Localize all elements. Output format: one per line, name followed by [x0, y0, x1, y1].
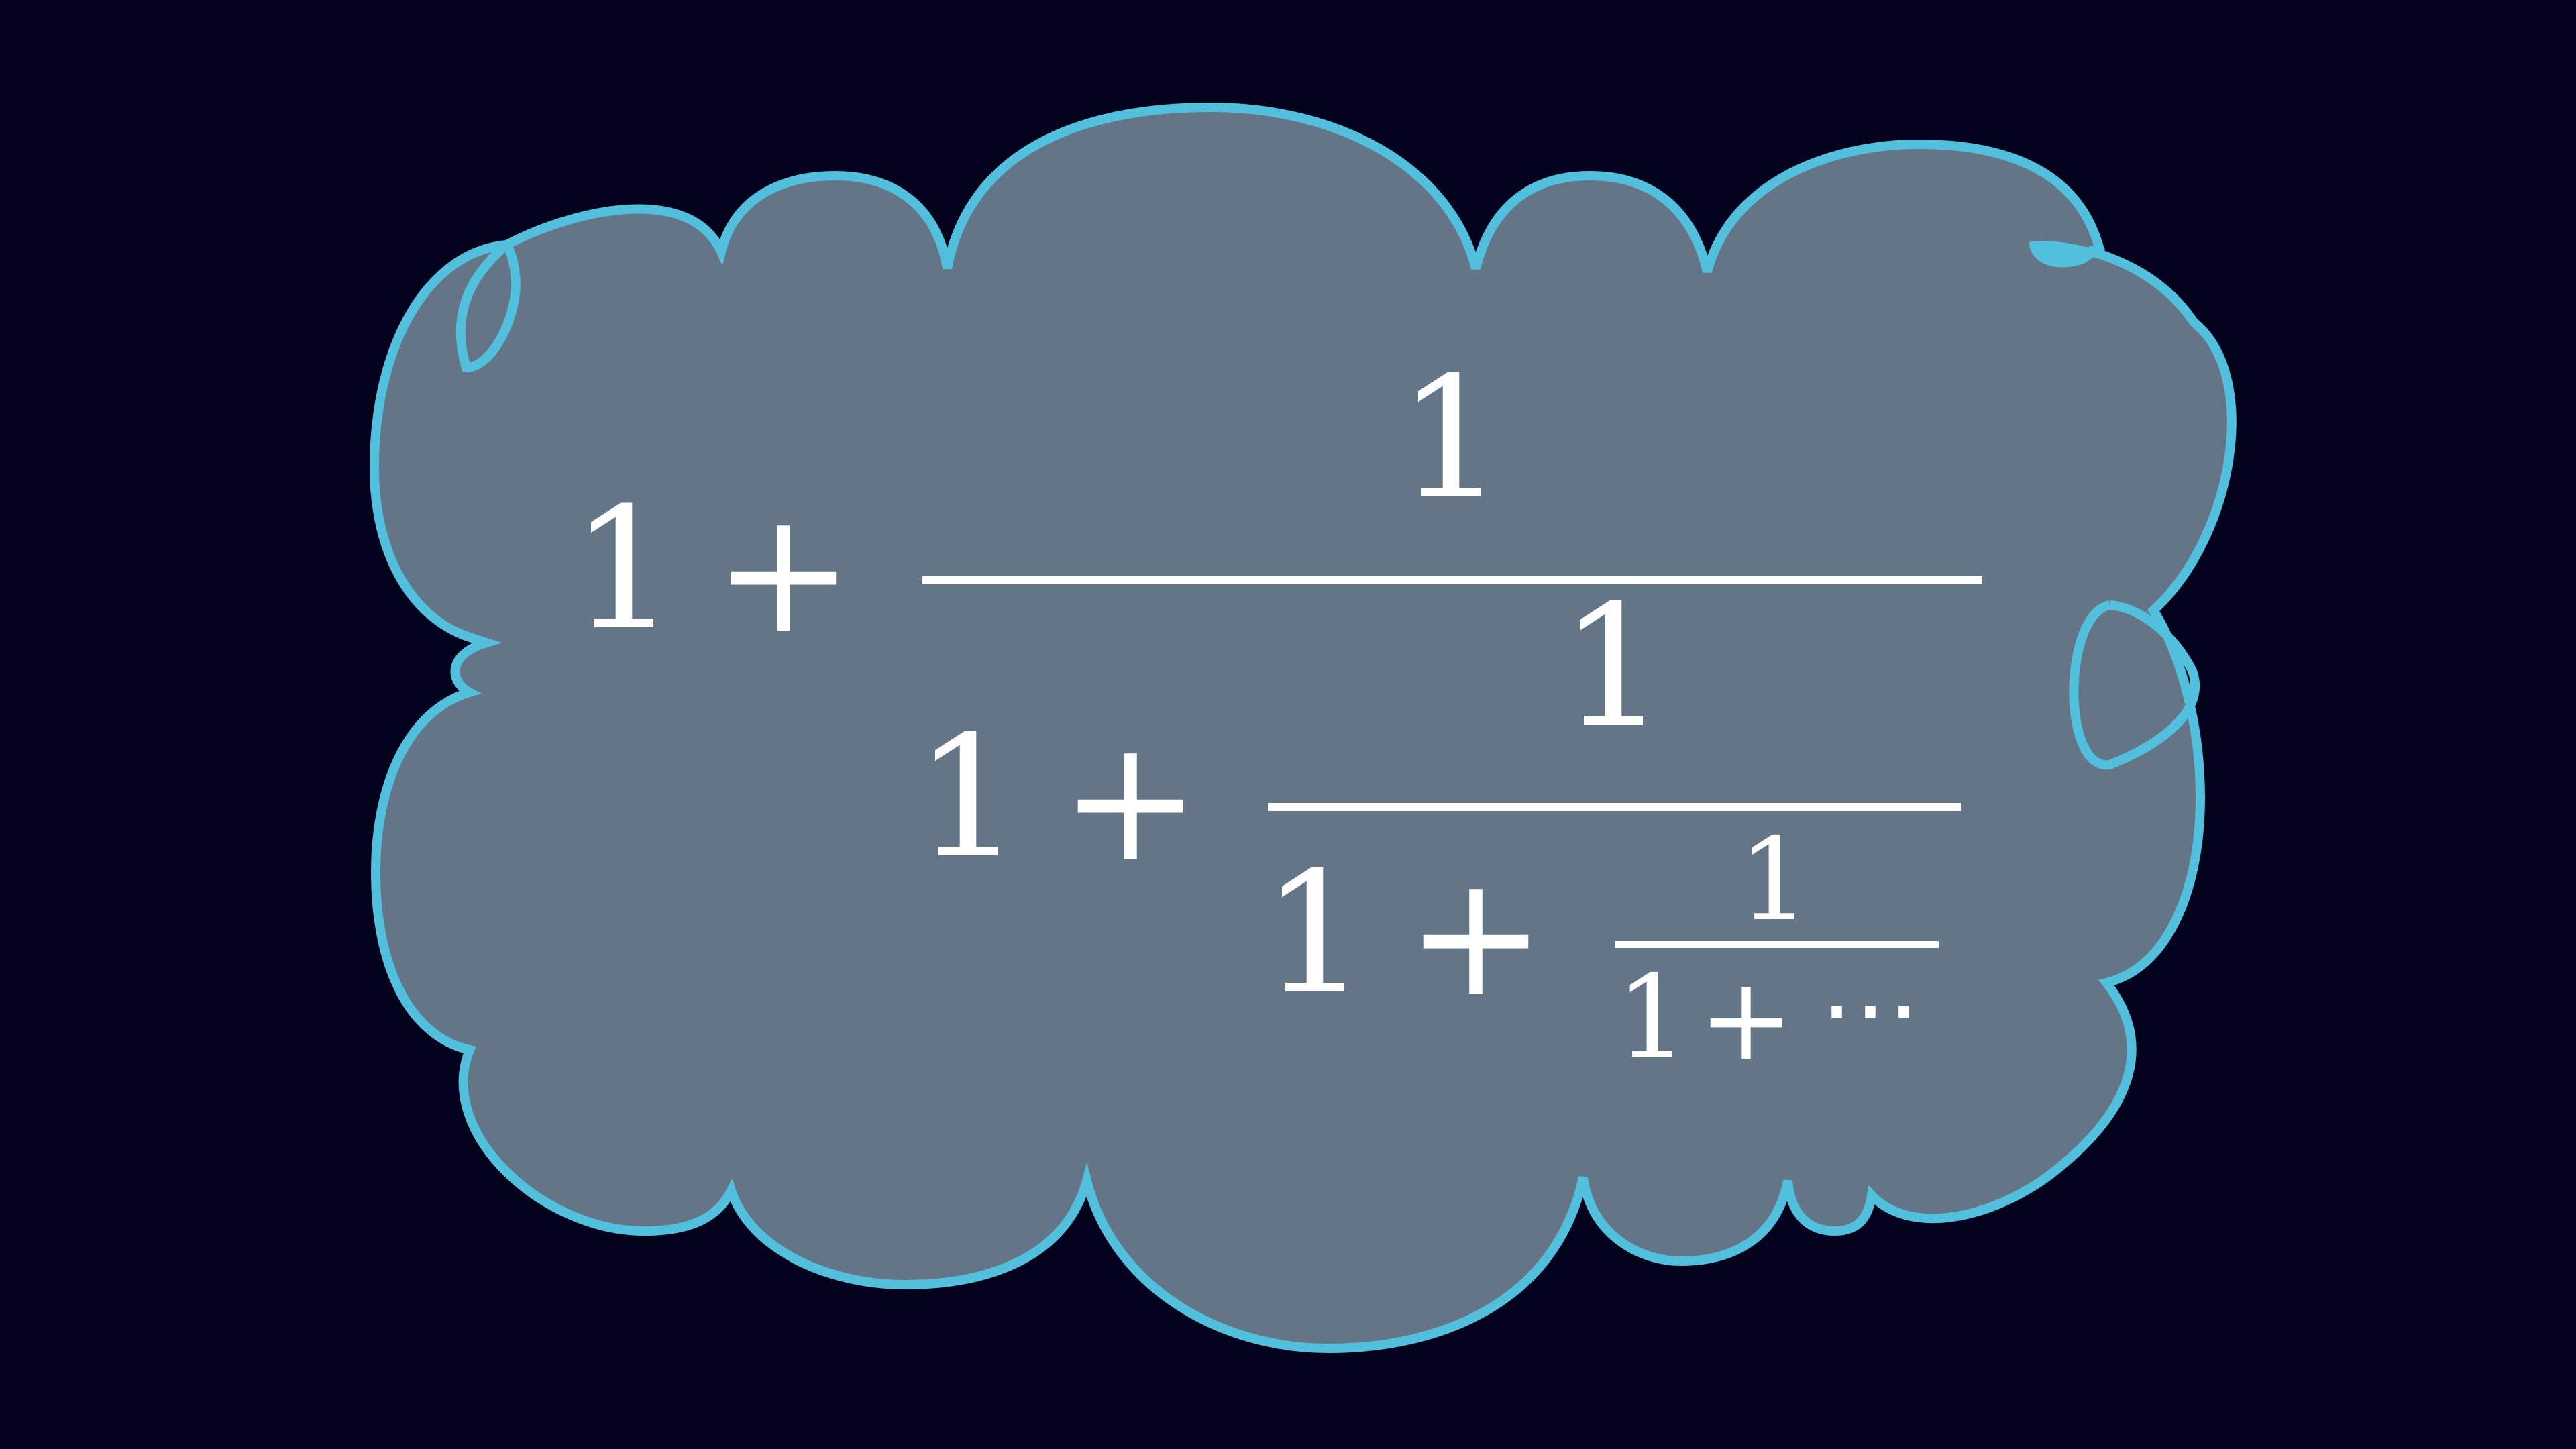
level2-one: 1 [914, 700, 1021, 895]
level2-plus: + [1060, 703, 1200, 898]
cloud-lobe-right [2069, 600, 2200, 770]
level3-one: 1 [1261, 836, 1368, 1031]
fraction-level-2: 1 + 1 [914, 569, 1961, 898]
level4-ellipsis: ⋯ [1820, 951, 1921, 1067]
thought-cloud [369, 102, 2237, 1354]
level1-numerator: 1 [1397, 341, 1504, 536]
fraction-level-3: 1 + 1 [1261, 814, 1939, 1034]
level1-one: 1 [570, 472, 677, 667]
fraction-level-1: 1 + 1 [570, 341, 1982, 670]
level4-one: 1 [1616, 951, 1688, 1084]
level4-plus: + [1699, 953, 1794, 1086]
level1-plus: + [713, 475, 853, 670]
cloud-body [369, 102, 2237, 1354]
cloud-lobe-top-left [455, 241, 521, 373]
level3-plus: + [1405, 839, 1546, 1034]
fraction-level-4: 1 + ⋯ [1616, 951, 1921, 1086]
cloud-lobe-top-right [2029, 241, 2102, 268]
level3-numerator: 1 [1738, 814, 1811, 947]
level2-numerator: 1 [1560, 569, 1666, 764]
